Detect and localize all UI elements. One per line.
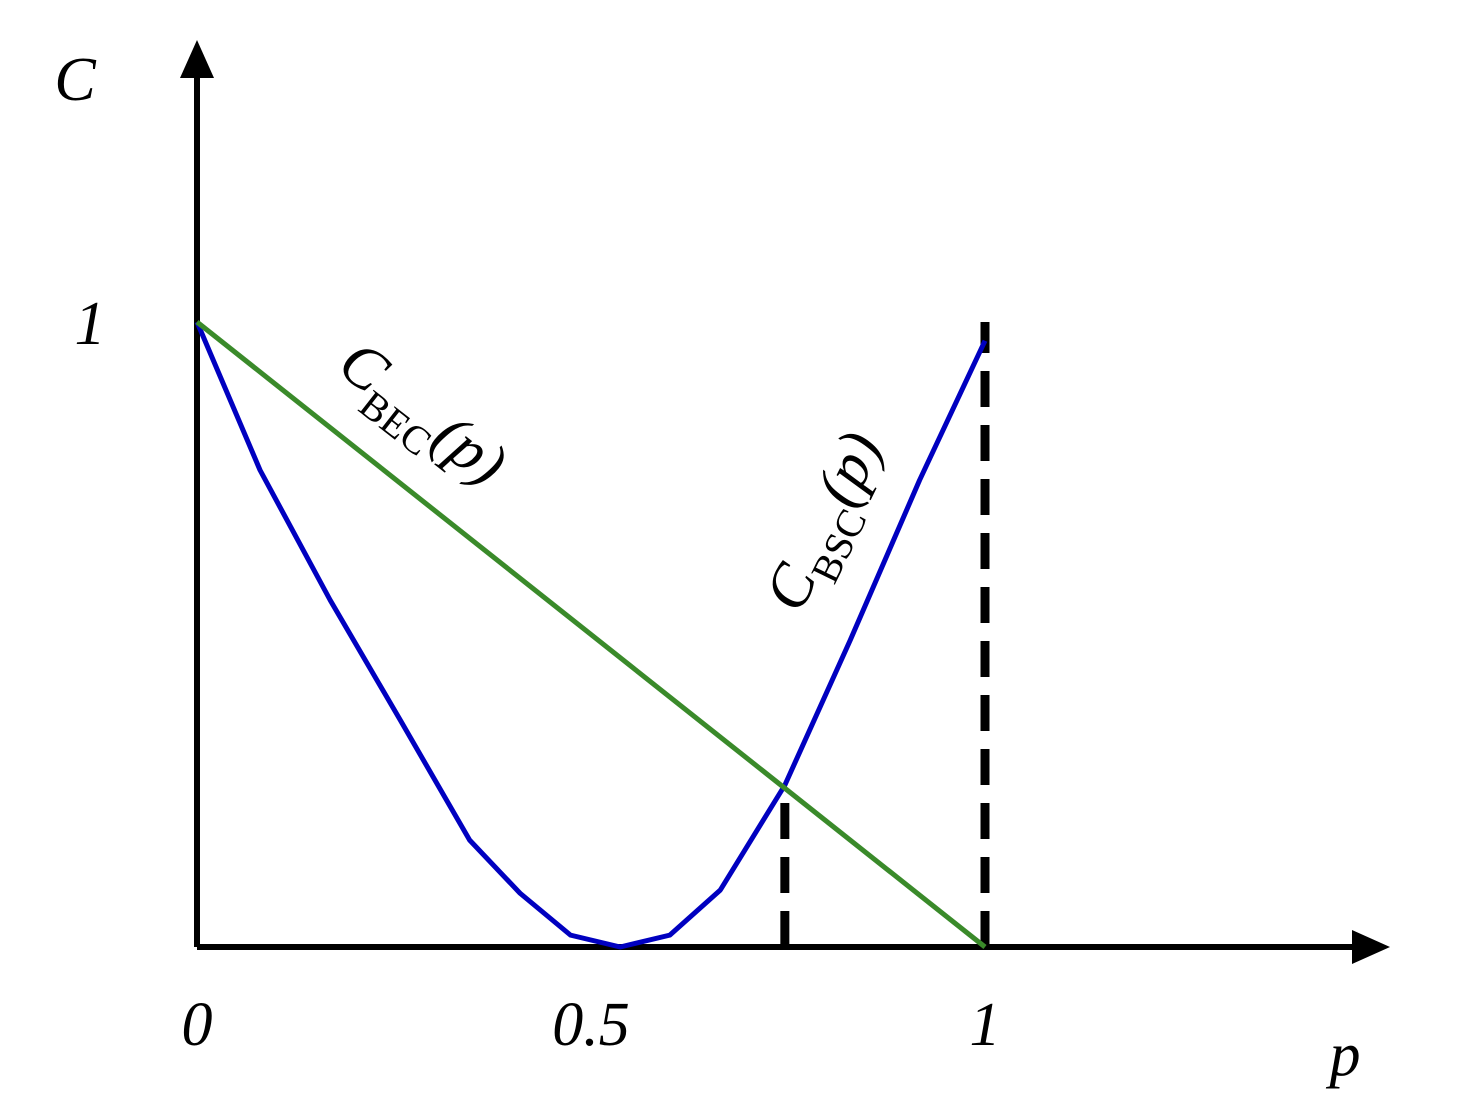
y-tick-label: 1 (75, 290, 106, 358)
x-axis-label: p (1326, 1021, 1361, 1089)
label-arg: (p) (803, 421, 896, 516)
curve-label: CBEC(p) (318, 327, 519, 509)
y-axis-label: C (54, 46, 96, 114)
label-arg: (p) (420, 401, 519, 499)
y-arrow (180, 40, 214, 78)
line (194, 321, 988, 950)
x-tick-label: 0.5 (552, 991, 630, 1059)
x-tick-label: 1 (970, 991, 1001, 1059)
curve-label: CBSC(p) (751, 421, 907, 627)
x-arrow (1352, 930, 1390, 964)
x-tick-label: 0 (182, 991, 213, 1059)
line (195, 320, 987, 949)
